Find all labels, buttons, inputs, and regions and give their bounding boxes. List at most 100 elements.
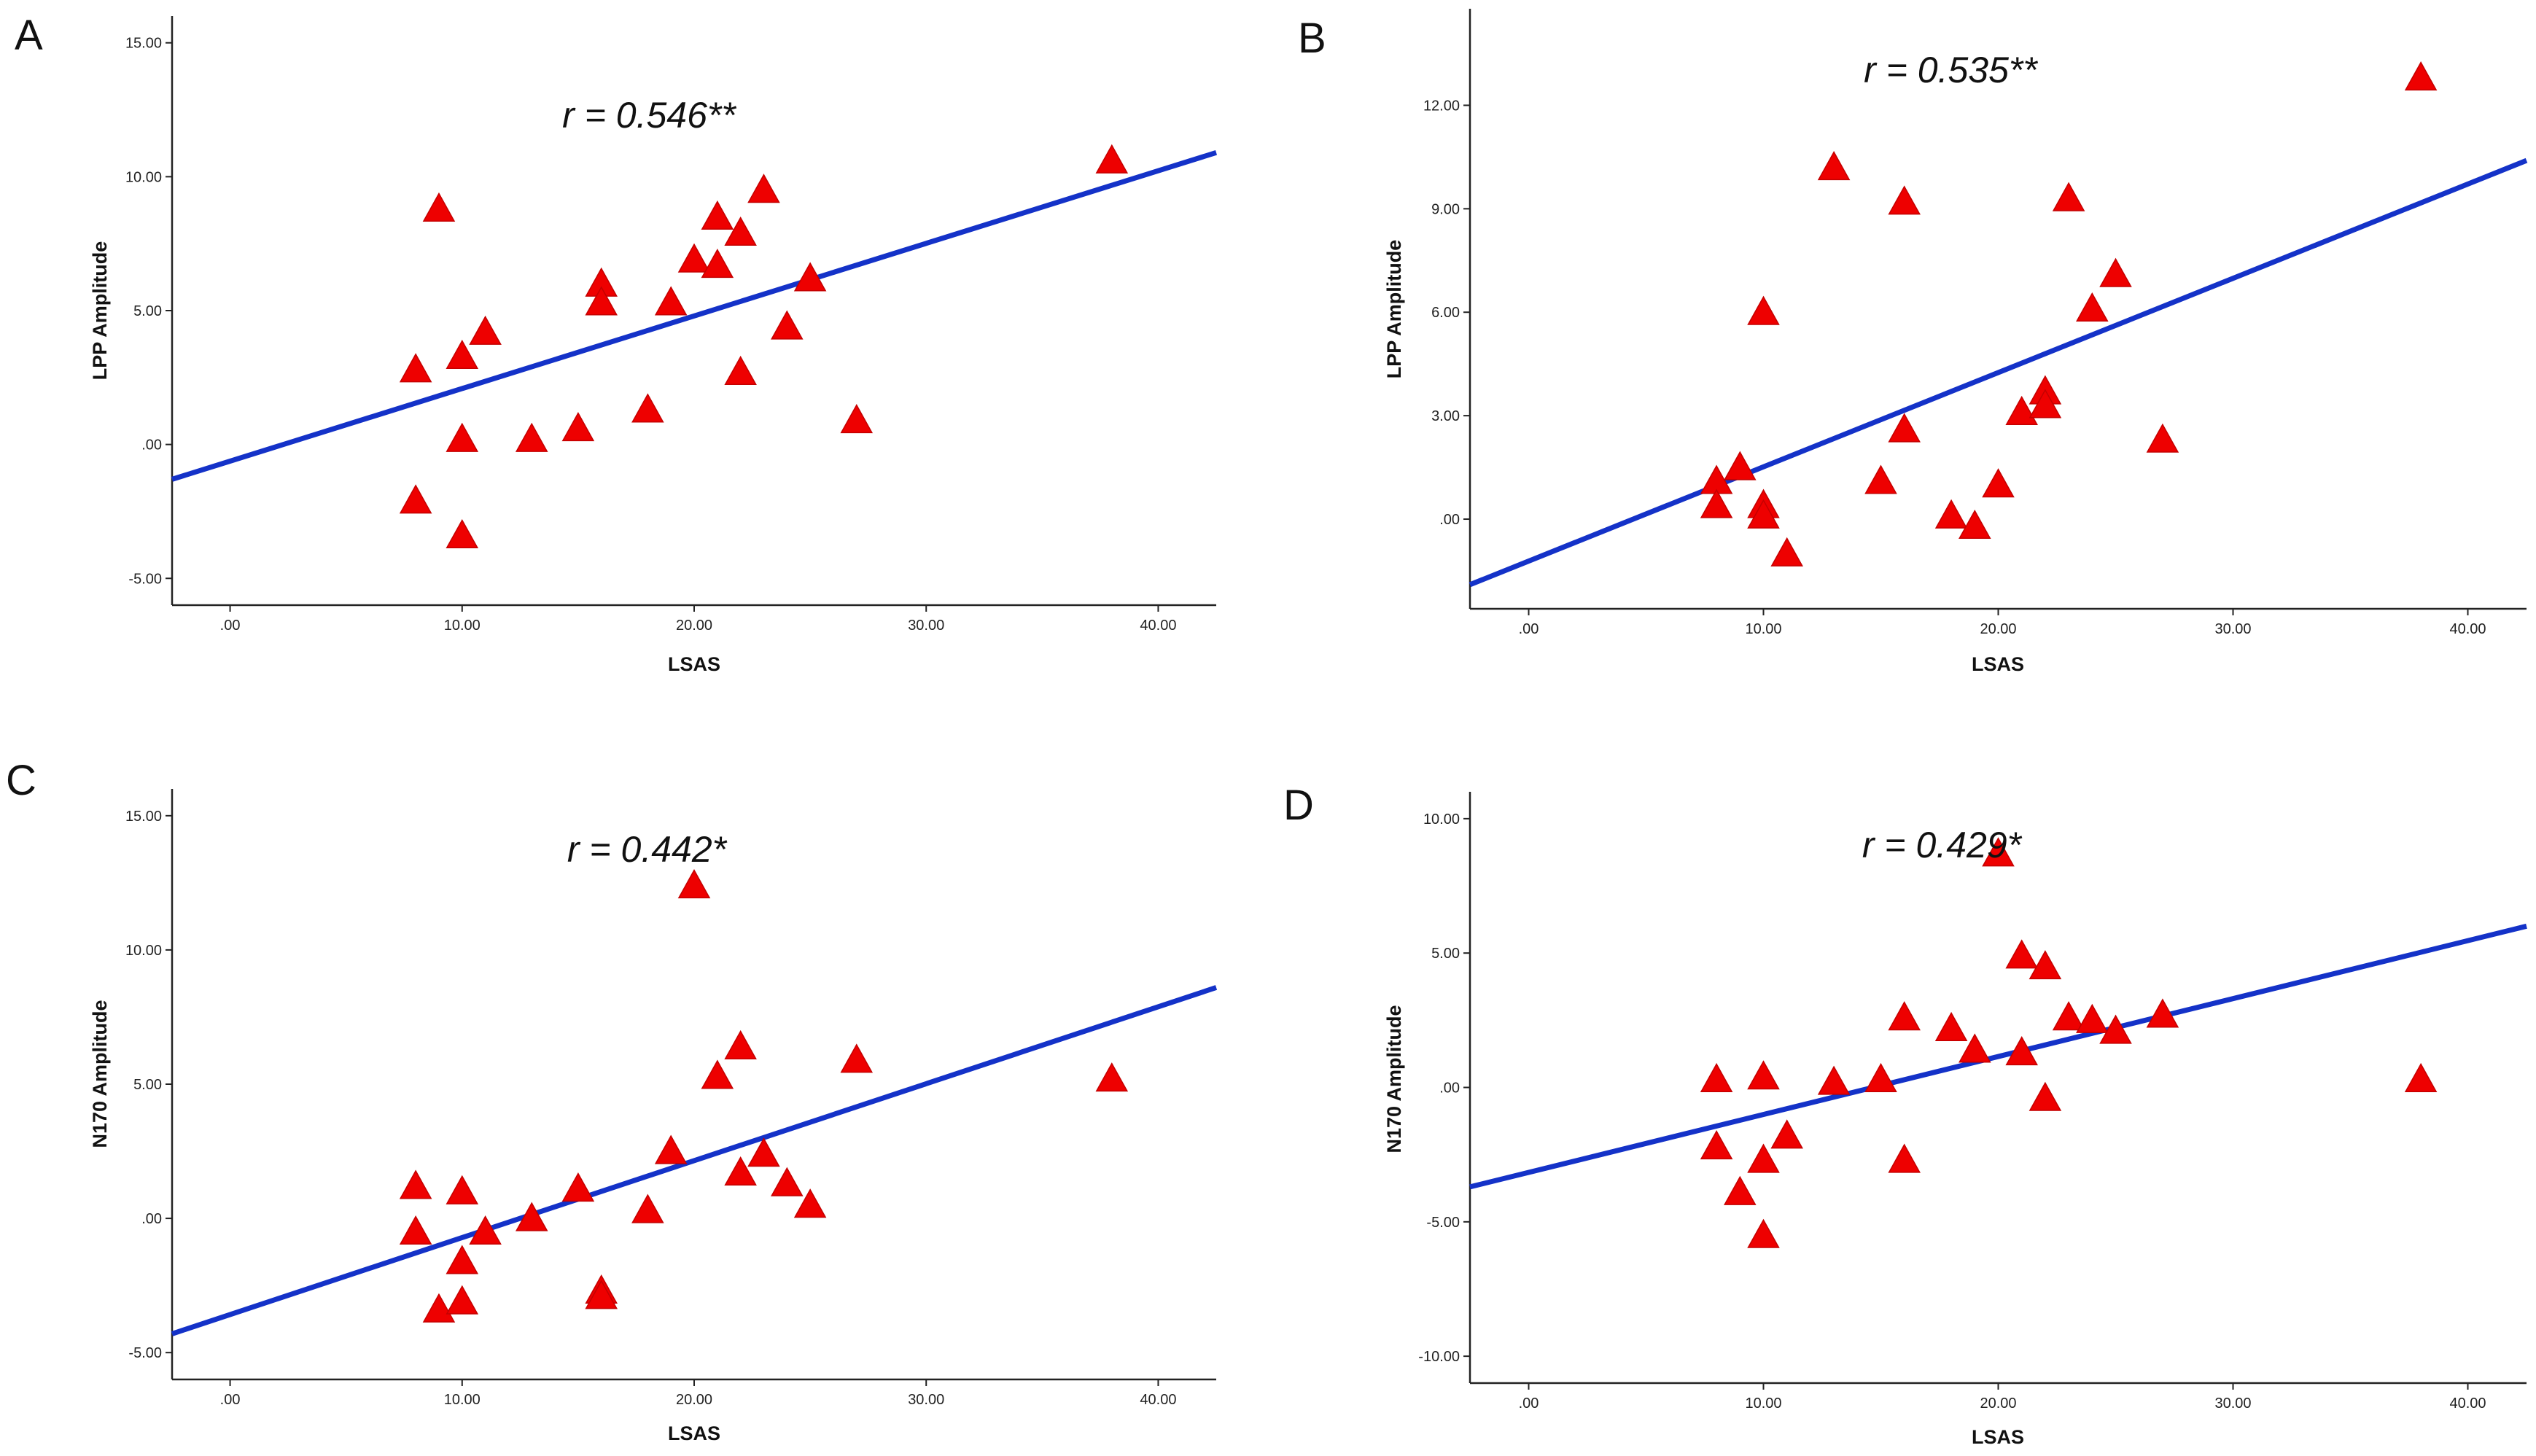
- x-tick-label: 30.00: [2214, 1395, 2251, 1412]
- data-point: [724, 355, 757, 386]
- data-point: [2076, 292, 2109, 322]
- data-point: [654, 286, 688, 316]
- y-tick-label: 15.00: [125, 809, 162, 825]
- data-point: [469, 1215, 502, 1245]
- y-tick-label: .00: [1439, 512, 1460, 528]
- tick-layer: .00 10.00 20.00 30.00 40.00 -10.00 -5.00 .00 5.0…: [1418, 811, 2486, 1412]
- x-tick-label: 40.00: [1140, 618, 1176, 634]
- y-tick-label: 5.00: [1431, 946, 1460, 962]
- data-point: [1747, 1143, 1780, 1173]
- data-point: [2404, 1062, 2438, 1092]
- data-point: [747, 174, 780, 203]
- x-axis-title: LSAS: [1972, 653, 2024, 675]
- data-point: [1888, 185, 1921, 215]
- data-point: [1095, 1062, 1129, 1092]
- panel-c: C .00 10.00 20.00 30.00 40.00 -5.00 .00 5.00 10.…: [6, 757, 1218, 1444]
- x-tick-label: 30.00: [908, 1392, 944, 1408]
- data-point: [1700, 488, 1733, 518]
- data-point: [1747, 295, 1780, 325]
- data-point: [446, 1285, 479, 1315]
- data-point: [1095, 144, 1129, 174]
- y-axis-title: LPP Amplitude: [1383, 240, 1405, 379]
- panel-letter: C: [6, 757, 36, 804]
- data-point: [701, 249, 734, 279]
- data-point: [1747, 1218, 1780, 1248]
- y-tick-label: 3.00: [1431, 408, 1460, 424]
- data-point: [2052, 182, 2085, 211]
- data-point: [422, 192, 456, 222]
- data-point: [2005, 1036, 2038, 1066]
- data-point: [1700, 1062, 1733, 1092]
- data-point: [399, 484, 432, 514]
- data-point: [2029, 950, 2062, 980]
- correlation-annotation: r = 0.546**: [562, 95, 736, 136]
- panel-letter: D: [1283, 782, 1314, 829]
- panel-a: A .00 10.00 20.00 30.00 40.00 -5.00 .00 5.00 10.…: [15, 12, 1218, 675]
- regression-line: [171, 149, 1218, 482]
- regression-line: [171, 985, 1218, 1336]
- points-layer: [1700, 61, 2438, 567]
- data-point: [446, 518, 479, 549]
- x-tick-label: 10.00: [444, 1392, 481, 1408]
- data-point: [446, 422, 479, 452]
- data-point: [2099, 1014, 2132, 1044]
- data-point: [1817, 1065, 1851, 1095]
- x-tick-label: 10.00: [1745, 1395, 1781, 1412]
- data-point: [677, 869, 711, 899]
- tick-layer: .00 10.00 20.00 30.00 40.00 -5.00 .00 5.00 10.00…: [125, 36, 1177, 634]
- data-point: [631, 393, 664, 423]
- y-tick-label: -5.00: [128, 571, 162, 587]
- x-tick-label: .00: [1519, 621, 1539, 637]
- panel-letter: A: [15, 12, 43, 59]
- y-axis-title: N170 Amplitude: [89, 1000, 111, 1148]
- y-tick-label: 5.00: [133, 1077, 162, 1093]
- regression-line: [1469, 157, 2528, 588]
- y-tick-label: 9.00: [1431, 201, 1460, 217]
- data-point: [1959, 1033, 1991, 1063]
- y-axis-title: N170 Amplitude: [1383, 1005, 1405, 1153]
- panel-d: D .00 10.00 20.00 30.00 40.00 -10.00 -5.00 .00 5…: [1283, 782, 2527, 1448]
- data-point: [2076, 1003, 2109, 1033]
- x-axis-title: LSAS: [668, 1422, 720, 1444]
- data-point: [793, 262, 827, 292]
- tick-layer: .00 10.00 20.00 30.00 40.00 -5.00 .00 5.00 10.00…: [125, 809, 1177, 1408]
- data-point: [1959, 509, 1991, 540]
- data-point: [631, 1194, 664, 1223]
- x-tick-label: 40.00: [2449, 1395, 2486, 1412]
- correlation-annotation: r = 0.535**: [1864, 50, 2038, 90]
- y-axis-title: LPP Amplitude: [89, 241, 111, 381]
- x-tick-label: .00: [220, 1392, 241, 1408]
- x-tick-label: 20.00: [676, 1392, 712, 1408]
- data-point: [1747, 499, 1780, 529]
- correlation-annotation: r = 0.442*: [567, 829, 728, 870]
- x-tick-label: 20.00: [1980, 1395, 2016, 1412]
- data-point: [1864, 464, 1897, 494]
- data-point: [1934, 499, 1968, 529]
- data-point: [2029, 1081, 2062, 1111]
- data-point: [2404, 61, 2438, 91]
- data-point: [1888, 1143, 1921, 1173]
- x-tick-label: .00: [220, 618, 241, 634]
- data-point: [701, 200, 734, 230]
- data-point: [585, 286, 618, 316]
- data-point: [1747, 1060, 1780, 1090]
- data-point: [561, 412, 595, 442]
- data-point: [747, 1137, 780, 1167]
- data-point: [515, 422, 548, 452]
- x-tick-label: 20.00: [1980, 621, 2016, 637]
- data-point: [701, 1059, 734, 1089]
- points-layer: [1700, 837, 2438, 1248]
- data-point: [1770, 1119, 1803, 1149]
- panel-letter: B: [1298, 15, 1326, 62]
- x-axis-title: LSAS: [668, 653, 720, 675]
- data-point: [2146, 423, 2179, 453]
- x-axis-title: LSAS: [1972, 1426, 2024, 1448]
- data-point: [399, 353, 432, 383]
- data-point: [1724, 1175, 1757, 1205]
- data-point: [399, 1169, 432, 1199]
- data-point: [840, 404, 874, 434]
- data-point: [2099, 257, 2132, 287]
- data-point: [2052, 1001, 2085, 1031]
- x-tick-label: .00: [1519, 1395, 1539, 1412]
- data-point: [422, 1293, 456, 1323]
